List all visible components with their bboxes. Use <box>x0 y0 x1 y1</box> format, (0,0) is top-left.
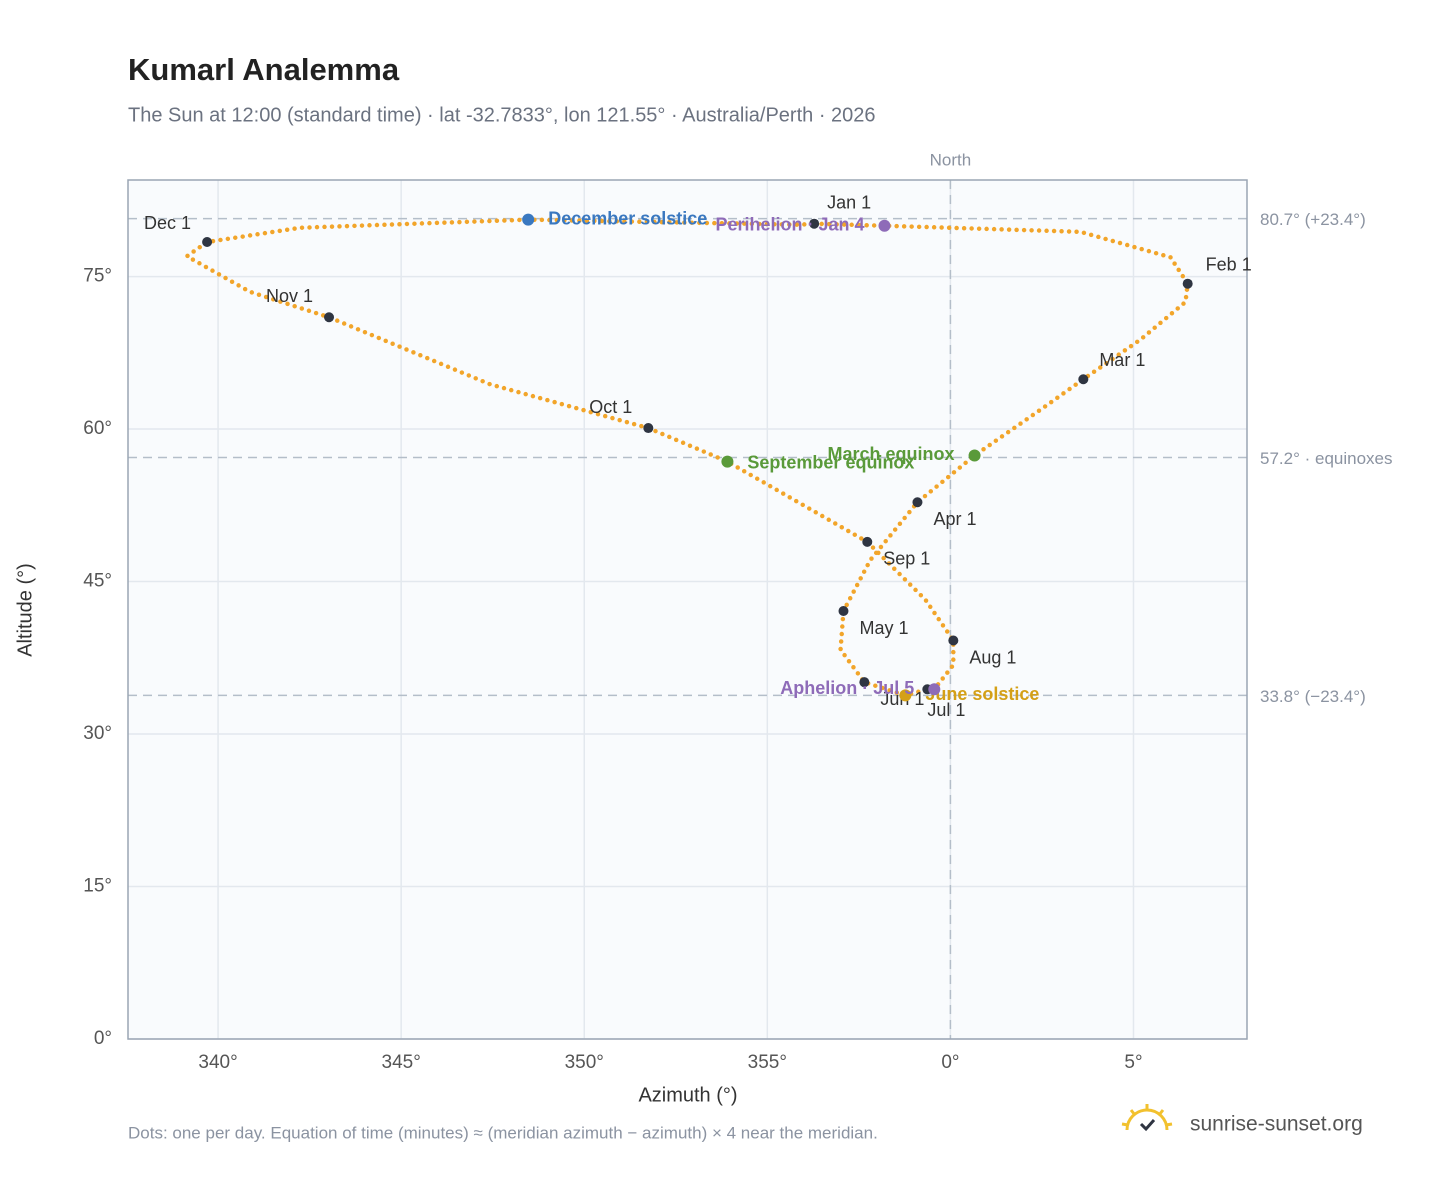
event-marker <box>899 689 912 702</box>
month-marker <box>1182 278 1193 289</box>
month-label: May 1 <box>859 618 908 638</box>
month-marker <box>859 677 870 688</box>
y-tick-label: 15° <box>83 876 112 897</box>
x-tick-label: 350° <box>565 1052 604 1073</box>
event-marker <box>928 683 941 696</box>
reference-label: 57.2° · equinoxes <box>1260 449 1393 468</box>
event-marker <box>522 213 535 226</box>
y-axis-label: Altitude (°) <box>14 563 36 657</box>
plot-area <box>128 180 1247 1039</box>
y-tick-label: 45° <box>83 571 112 592</box>
brand-logo <box>1121 1104 1173 1132</box>
month-label: Dec 1 <box>144 213 191 233</box>
event-label: Perihelion · Jan 4 <box>715 214 864 234</box>
month-label: Sep 1 <box>883 549 930 569</box>
x-tick-label: 345° <box>382 1052 421 1073</box>
reference-label: 80.7° (+23.4°) <box>1260 210 1366 229</box>
y-tick-label: 30° <box>83 723 112 744</box>
y-tick-label: 0° <box>94 1028 112 1049</box>
chart-subtitle: The Sun at 12:00 (standard time) · lat -… <box>128 104 876 126</box>
month-label: Mar 1 <box>1099 350 1145 370</box>
x-tick-label: 340° <box>198 1052 237 1073</box>
footnote: Dots: one per day. Equation of time (min… <box>128 1123 878 1142</box>
month-label: Nov 1 <box>266 286 313 306</box>
y-tick-label: 60° <box>83 418 112 439</box>
y-tick-label: 75° <box>83 266 112 287</box>
event-label: March equinox <box>828 444 955 464</box>
x-tick-label: 5° <box>1124 1052 1142 1073</box>
month-marker <box>809 218 820 229</box>
month-label: Feb 1 <box>1206 254 1252 274</box>
brand: sunrise-sunset.org <box>1190 1113 1363 1136</box>
event-label: Aphelion · Jul 5 <box>780 678 914 698</box>
month-label: Aug 1 <box>969 647 1016 667</box>
month-label: Jul 1 <box>927 700 965 720</box>
plot-frame <box>127 179 1248 1040</box>
event-marker <box>968 449 981 462</box>
month-marker <box>948 635 959 646</box>
event-label: December solstice <box>548 208 707 228</box>
month-marker <box>838 606 849 617</box>
event-label: September equinox <box>747 452 914 472</box>
month-marker <box>202 237 213 248</box>
month-label: Oct 1 <box>589 397 632 417</box>
month-label: Jan 1 <box>827 192 871 212</box>
x-tick-label: 0° <box>941 1052 959 1073</box>
month-marker <box>912 497 923 508</box>
month-marker <box>324 312 335 323</box>
event-marker <box>878 219 891 232</box>
chart-title: Kumarl Analemma <box>128 52 400 87</box>
event-label: June solstice <box>925 684 1039 704</box>
x-tick-label: 355° <box>748 1052 787 1073</box>
event-marker <box>721 455 734 468</box>
x-axis-label: Azimuth (°) <box>638 1084 737 1106</box>
month-marker <box>862 536 873 547</box>
reference-label: 33.8° (−23.4°) <box>1260 687 1366 706</box>
month-label: Apr 1 <box>933 509 976 529</box>
north-label: North <box>930 150 972 169</box>
month-marker <box>1078 374 1089 385</box>
month-marker <box>643 423 654 434</box>
